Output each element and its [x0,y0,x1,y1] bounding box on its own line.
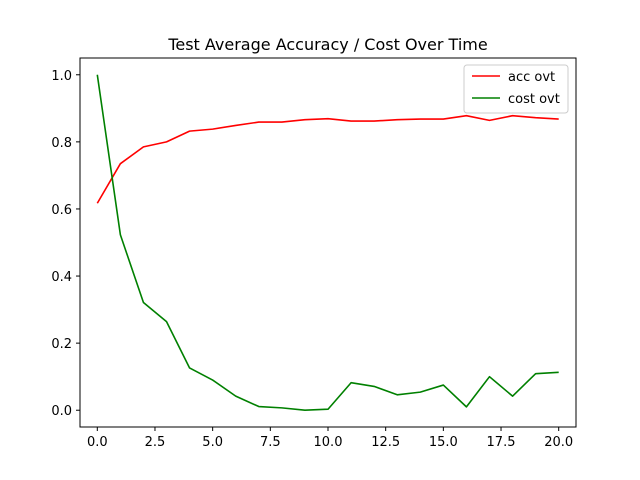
chart-title: Test Average Accuracy / Cost Over Time [167,35,487,54]
legend: acc ovt cost ovt [463,64,569,114]
x-axis: 0.0 2.5 5.0 7.5 10.0 12.5 15.0 17.5 20.0 [87,427,573,450]
series-line-cost-ovt [96,74,559,412]
y-tick-label: 1.0 [51,69,72,84]
y-tick-label: 0.0 [51,404,72,419]
x-tick-label: 7.5 [260,435,281,450]
x-tick-label: 5.0 [202,435,223,450]
x-tick-label: 12.5 [371,435,400,450]
x-tick-label: 15.0 [429,435,458,450]
y-tick-label: 0.2 [51,337,72,352]
legend-box [463,64,569,114]
y-tick-label: 0.4 [51,270,72,285]
plot-area [96,74,559,412]
y-tick-label: 0.8 [51,136,72,151]
y-tick-label: 0.6 [51,203,72,218]
y-axis: 0.0 0.2 0.4 0.6 0.8 1.0 [51,69,80,419]
x-tick-label: 20.0 [544,435,573,450]
legend-label-cost-ovt: cost ovt [508,92,560,107]
series-line-acc-ovt [96,114,559,204]
x-tick-label: 2.5 [145,435,166,450]
x-tick-label: 17.5 [487,435,516,450]
x-tick-label: 0.0 [87,435,108,450]
legend-label-acc-ovt: acc ovt [508,70,555,85]
x-tick-label: 10.0 [314,435,343,450]
